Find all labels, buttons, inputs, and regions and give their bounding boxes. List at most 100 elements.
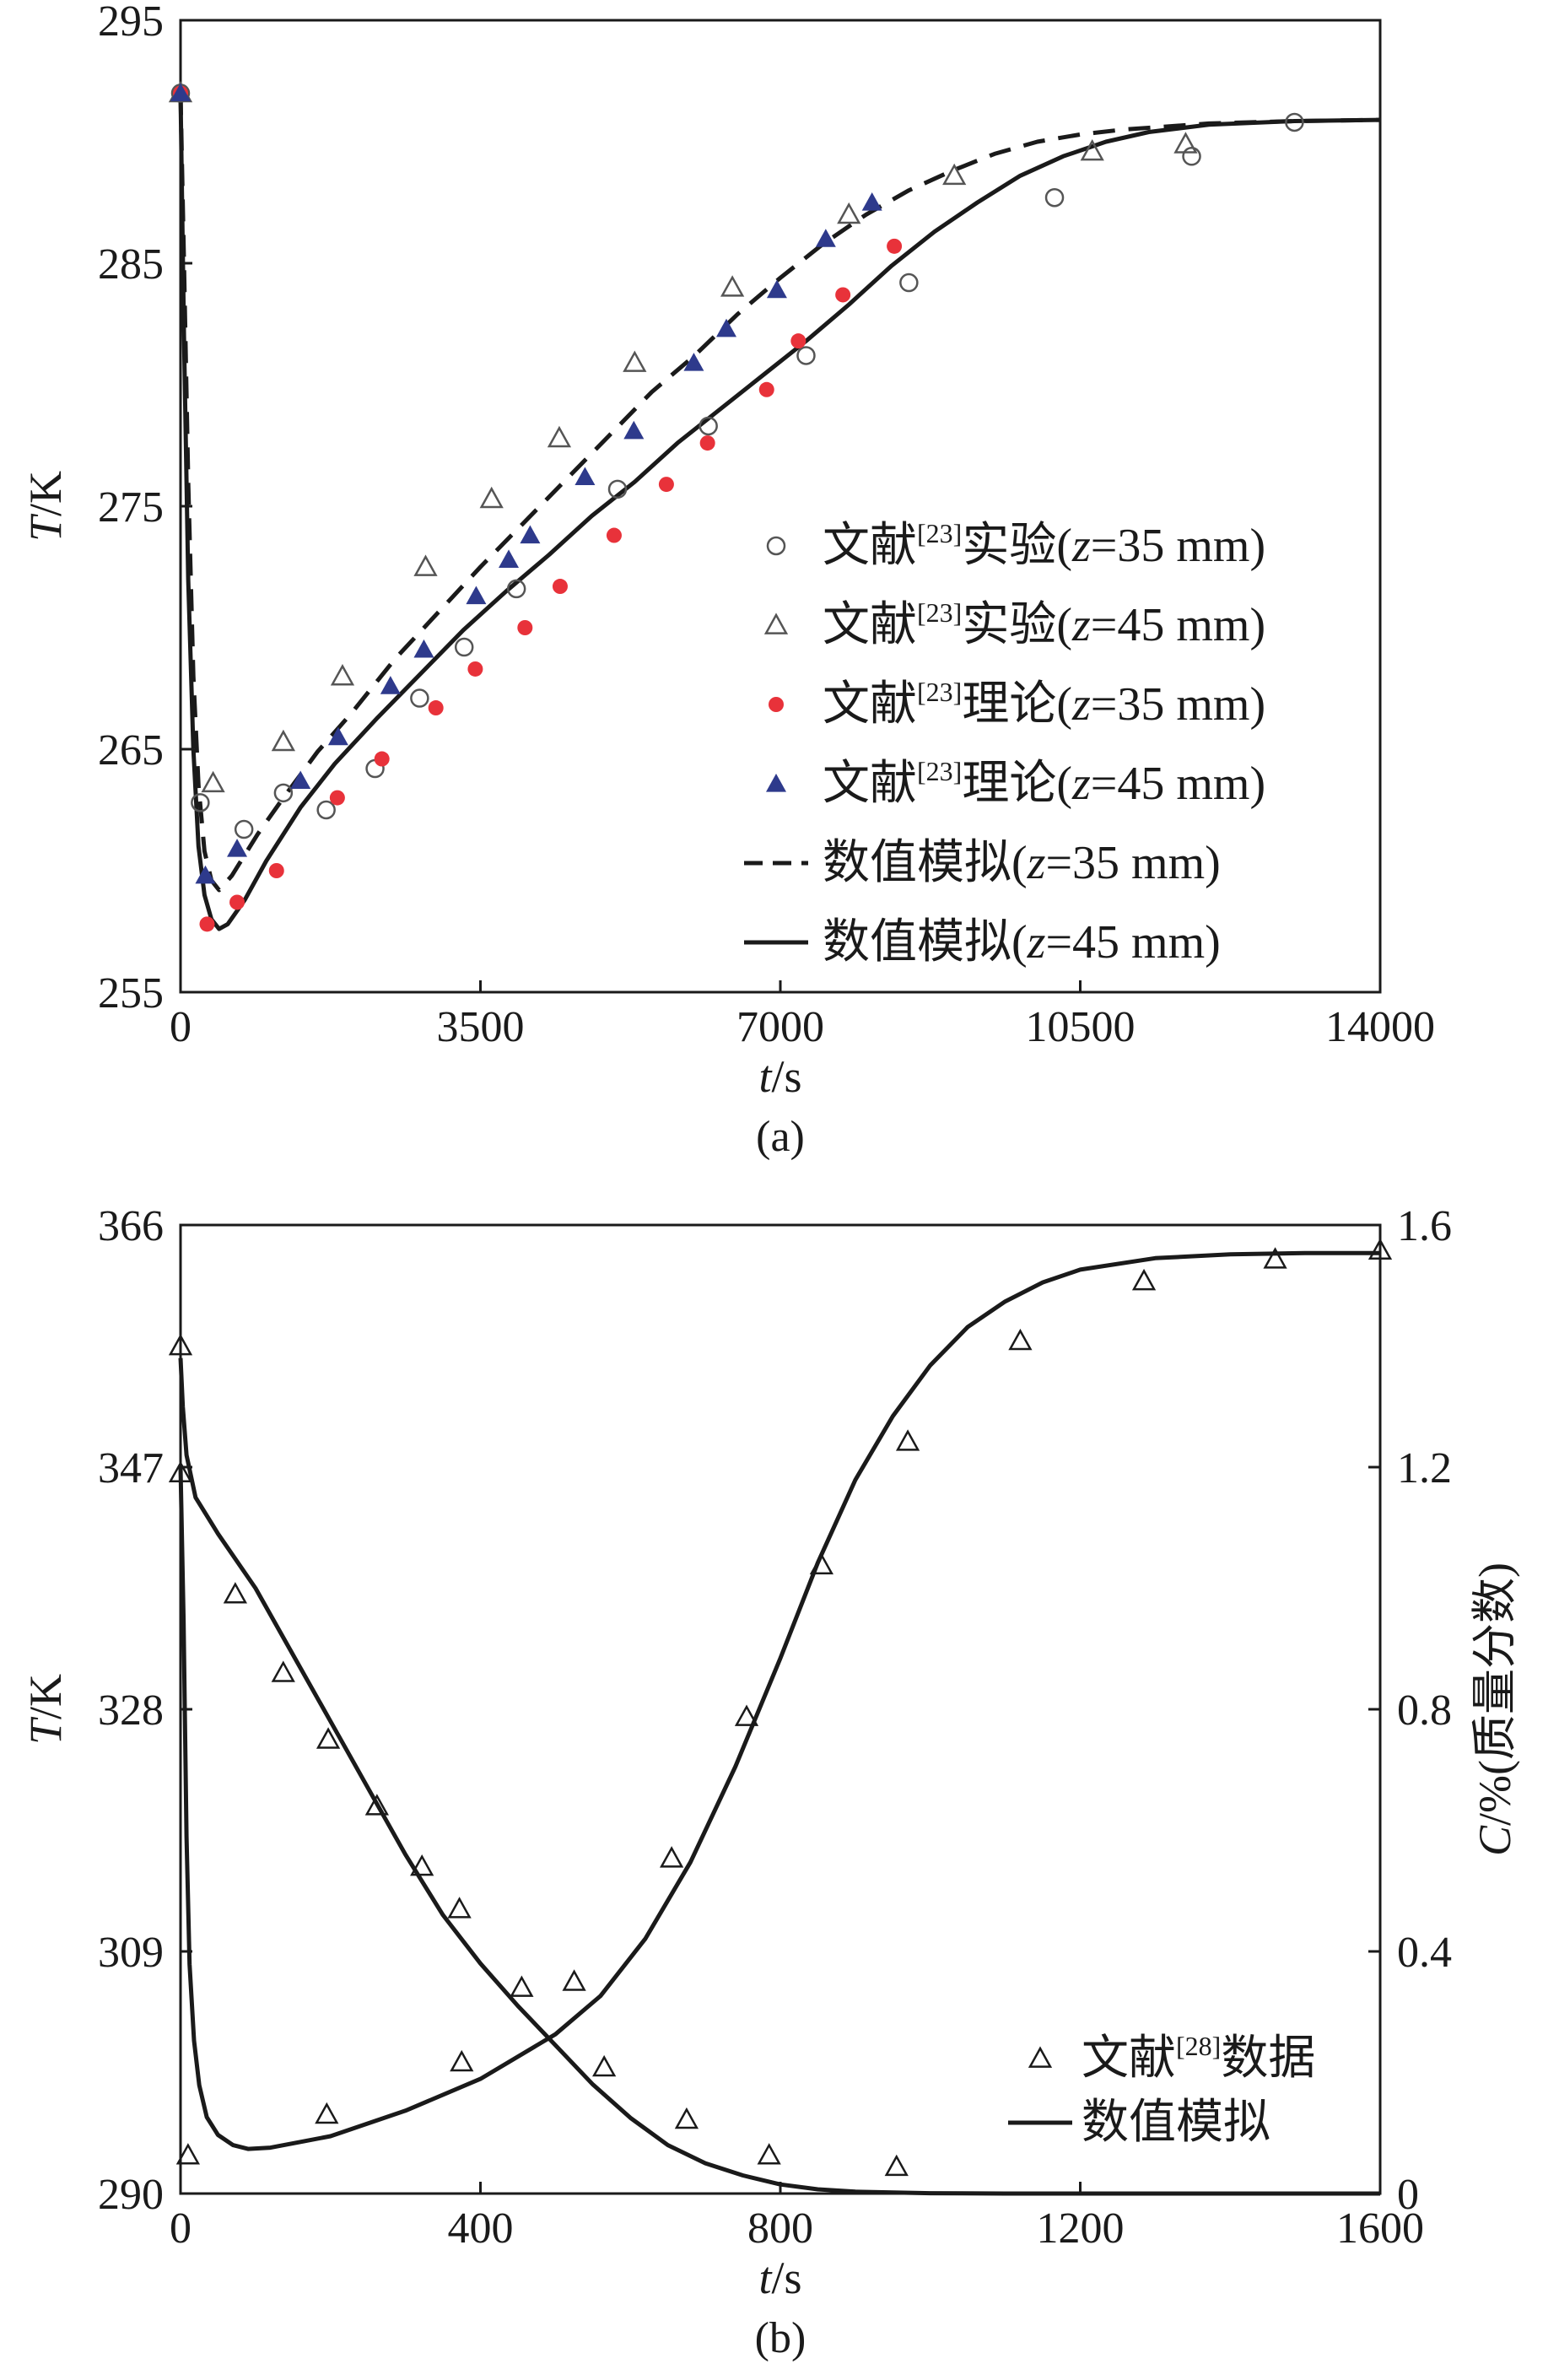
panel-label: (b) xyxy=(755,2314,806,2362)
data-point xyxy=(510,1975,534,1997)
legend-entry-theory35: 文献[23]理论(z=35 mm) xyxy=(769,677,1265,731)
data-point xyxy=(201,770,225,793)
legend-marker xyxy=(1028,2046,1053,2068)
series-markers-exp45 xyxy=(168,80,1198,793)
x-tick-label: 0 xyxy=(170,2205,192,2253)
data-point xyxy=(499,549,520,568)
data-point xyxy=(447,1897,472,1919)
y2-axis-title: C/%(质量分数) xyxy=(1470,1562,1520,1856)
data-point xyxy=(316,800,336,820)
y-tick-label: 295 xyxy=(98,0,164,46)
y-axis-title: T/K xyxy=(20,471,71,542)
x-tick-label: 10500 xyxy=(1026,1003,1136,1051)
chart-panel-b: 0 400 800 1200 1600 290 309 328 347 366 0 0.4 0.8 1.2… xyxy=(20,1202,1520,2362)
x-tick-label: 1600 xyxy=(1336,2205,1424,2253)
legend-label: 文献[23]实验(z=35 mm) xyxy=(823,518,1265,572)
data-point xyxy=(899,273,919,293)
data-point xyxy=(592,2054,617,2077)
legend: 文献[23]实验(z=35 mm) 文献[23]实验(z=45 mm) 文献[23]… xyxy=(744,518,1265,969)
legend-label: 文献[23]理论(z=45 mm) xyxy=(823,756,1265,810)
data-point xyxy=(450,2049,474,2072)
legend-label: 数值模拟(z=45 mm) xyxy=(823,916,1221,969)
data-point xyxy=(271,1660,295,1682)
x-tick-label: 1200 xyxy=(1037,2205,1125,2253)
data-point xyxy=(837,202,861,224)
data-point xyxy=(315,2102,339,2124)
data-point xyxy=(227,839,248,857)
y-tick-label: 255 xyxy=(98,969,164,1017)
data-point xyxy=(699,416,718,436)
x-axis-title: t/s xyxy=(758,1051,801,1102)
data-point xyxy=(766,279,787,299)
data-point xyxy=(674,2107,699,2129)
y-tick-label: 285 xyxy=(98,240,164,289)
data-point xyxy=(790,333,806,349)
data-point xyxy=(562,1969,586,1991)
data-point xyxy=(168,1460,193,1483)
data-point xyxy=(1173,132,1198,154)
data-point xyxy=(658,477,674,493)
data-point xyxy=(660,1846,684,1868)
x-tick-label: 0 xyxy=(170,1003,192,1051)
data-point xyxy=(623,350,647,372)
data-point xyxy=(290,770,311,790)
data-point xyxy=(895,1429,920,1451)
data-point xyxy=(520,525,541,544)
data-point xyxy=(195,865,216,884)
legend-entry-theory45: 文献[23]理论(z=45 mm) xyxy=(766,756,1265,810)
series-line-sim_T xyxy=(178,1250,1380,2151)
legend-label: 数值模拟 xyxy=(1082,2097,1270,2149)
legend-entry-sim35: 数值模拟(z=35 mm) xyxy=(744,837,1221,889)
y-tick-label: 309 xyxy=(98,1929,164,1977)
data-point xyxy=(413,554,438,576)
data-point xyxy=(229,894,245,910)
legend-entry-data_T: 文献[28]数据 xyxy=(1028,2031,1315,2085)
legend-entry-sim45: 数值模拟(z=45 mm) xyxy=(744,916,1221,969)
legend-label: 文献[28]数据 xyxy=(1082,2031,1315,2085)
legend-label: 数值模拟(z=35 mm) xyxy=(823,837,1221,889)
data-point xyxy=(271,729,296,752)
data-point xyxy=(716,318,737,337)
data-point xyxy=(552,579,568,595)
data-point xyxy=(607,479,628,499)
data-point xyxy=(168,1333,193,1356)
legend-marker xyxy=(769,697,784,712)
y2-tick-label: 0.8 xyxy=(1397,1687,1452,1735)
data-point xyxy=(234,819,254,839)
y2-tick-label: 1.6 xyxy=(1397,1202,1452,1250)
series-markers-data_T xyxy=(175,1238,1393,2177)
data-point xyxy=(887,238,903,254)
data-point xyxy=(884,2154,909,2177)
data-point xyxy=(191,793,210,812)
legend-marker xyxy=(766,536,786,556)
legend-marker xyxy=(763,613,789,634)
y-tick-label: 366 xyxy=(98,1202,164,1250)
data-point xyxy=(364,1794,389,1816)
y2-tick-label: 0.4 xyxy=(1397,1929,1452,1977)
data-point xyxy=(170,83,191,101)
series-markers-theory45 xyxy=(170,83,882,884)
data-point xyxy=(1044,187,1065,208)
data-point xyxy=(466,586,487,605)
data-point xyxy=(809,1552,834,1575)
data-point xyxy=(410,1854,434,1876)
data-point xyxy=(329,790,345,806)
y2-tick-label: 1.2 xyxy=(1397,1444,1452,1492)
data-point xyxy=(757,2143,781,2165)
data-point xyxy=(506,579,526,599)
data-point xyxy=(606,527,622,543)
data-point xyxy=(454,637,474,657)
data-point xyxy=(942,163,967,186)
data-point xyxy=(796,346,816,365)
legend-label: 文献[23]实验(z=45 mm) xyxy=(823,597,1265,651)
data-point xyxy=(1367,1238,1393,1260)
x-tick-label: 7000 xyxy=(736,1003,824,1051)
data-point xyxy=(734,1704,759,1726)
data-point xyxy=(861,192,882,211)
data-point xyxy=(1080,138,1104,161)
legend-marker xyxy=(766,774,786,792)
data-point xyxy=(1131,1268,1157,1291)
panel-label: (a) xyxy=(756,1113,805,1161)
data-point xyxy=(479,486,504,509)
